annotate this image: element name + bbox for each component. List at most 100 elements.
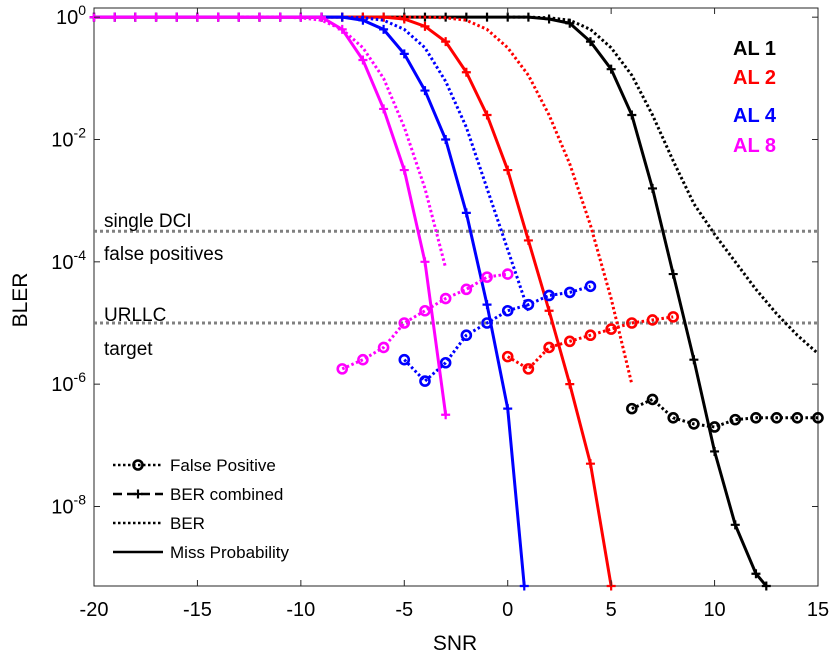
- data-point: [482, 12, 492, 22]
- data-point: [439, 292, 452, 305]
- data-point: [441, 410, 451, 420]
- data-point: [419, 375, 431, 387]
- data-point: [688, 418, 700, 430]
- data-point: [648, 183, 658, 193]
- plot-area: -20 -15 -10 -5 0 5 10 15 100 10-2 10-4 10-6 10-8: [51, 2, 829, 621]
- data-point: [563, 286, 576, 299]
- y-tick-label: 10-8: [51, 491, 86, 518]
- data-point: [606, 64, 616, 74]
- series-al2-ber: [383, 15, 634, 385]
- ref-label-target: target: [104, 339, 153, 360]
- data-point: [565, 379, 575, 389]
- data-point: [461, 12, 471, 22]
- data-point: [461, 67, 471, 77]
- data-point: [605, 323, 617, 335]
- legend-al4: AL 4: [733, 105, 777, 127]
- data-point: [519, 581, 529, 591]
- data-point: [667, 411, 680, 424]
- series-al2-false-positive: [501, 311, 680, 375]
- series-al8-false-positive: [336, 268, 514, 375]
- ref-label-urllc: URLLC: [104, 305, 166, 326]
- data-point: [441, 135, 451, 145]
- data-point: [213, 12, 223, 22]
- data-point: [627, 110, 637, 120]
- data-point: [503, 12, 513, 22]
- data-point: [379, 24, 389, 34]
- data-point: [544, 306, 554, 316]
- series-al4-false-positive: [398, 280, 597, 387]
- data-point: [377, 341, 390, 354]
- legend-ber: BER: [170, 514, 205, 533]
- legend-miss-probability: Miss Probability: [170, 543, 290, 562]
- data-point: [503, 404, 513, 414]
- data-point: [439, 356, 452, 369]
- data-point: [398, 353, 411, 366]
- x-tick-label: -10: [286, 599, 315, 621]
- ref-label-false-positives: false positives: [104, 244, 223, 265]
- data-point: [812, 411, 824, 424]
- data-point: [461, 208, 471, 218]
- series-al1-ber: [507, 15, 819, 355]
- x-tick-label: 5: [606, 599, 617, 621]
- data-point: [770, 411, 783, 424]
- data-point: [522, 363, 535, 375]
- data-point: [481, 271, 493, 283]
- data-point: [791, 411, 804, 424]
- series-line: [341, 272, 508, 371]
- data-point: [460, 329, 473, 342]
- series-line: [300, 15, 530, 312]
- data-point: [481, 317, 493, 329]
- data-point: [501, 304, 514, 317]
- x-tick-label: -20: [80, 599, 109, 621]
- data-point: [523, 235, 533, 245]
- data-point: [667, 311, 680, 323]
- data-point: [172, 12, 182, 22]
- data-point: [584, 329, 597, 342]
- x-axis-label: SNR: [433, 632, 477, 655]
- data-point: [482, 110, 492, 120]
- data-point: [379, 104, 389, 114]
- x-tick-label: -15: [183, 599, 212, 621]
- legend-al2: AL 2: [733, 67, 776, 89]
- legend-al1: AL 1: [733, 38, 776, 60]
- data-point: [336, 363, 349, 375]
- data-point: [399, 49, 409, 59]
- series-layer: [89, 12, 824, 591]
- data-point: [710, 446, 720, 456]
- series-line: [507, 15, 819, 355]
- axes-box: [93, 7, 819, 587]
- ticks-layer: -20 -15 -10 -5 0 5 10 15 100 10-2 10-4 10-6 10-8: [51, 2, 829, 621]
- x-tick-label: 15: [807, 599, 829, 621]
- data-point: [543, 289, 555, 302]
- data-point: [730, 520, 740, 530]
- data-point: [585, 459, 595, 469]
- y-axis-label: BLER: [9, 273, 32, 328]
- y-tick-label: 100: [56, 2, 86, 29]
- data-point: [563, 335, 576, 348]
- data-point: [626, 402, 638, 415]
- series-line: [238, 15, 448, 269]
- y-tick-label: 10-6: [51, 369, 86, 396]
- data-point: [420, 257, 430, 267]
- data-point: [482, 300, 492, 310]
- data-point: [398, 317, 411, 329]
- data-point: [441, 37, 451, 47]
- ref-label-single-dci: single DCI: [104, 211, 192, 232]
- series-al1-false-positive: [626, 393, 824, 433]
- data-point: [420, 86, 430, 96]
- data-point: [729, 413, 742, 426]
- x-tick-label: 10: [703, 599, 725, 621]
- legend-sample-marker: [132, 459, 144, 471]
- data-point: [626, 317, 638, 329]
- series-al4-ber: [300, 15, 530, 312]
- x-tick-label: -5: [395, 599, 413, 621]
- legend-sample-marker: [133, 489, 143, 499]
- data-point: [503, 165, 513, 175]
- line-style-legend: False Positive BER combined BER Miss Pro…: [113, 456, 290, 562]
- data-point: [751, 569, 761, 579]
- series-line: [506, 315, 674, 371]
- data-point: [761, 581, 771, 591]
- data-point: [708, 421, 721, 433]
- data-point: [646, 314, 659, 326]
